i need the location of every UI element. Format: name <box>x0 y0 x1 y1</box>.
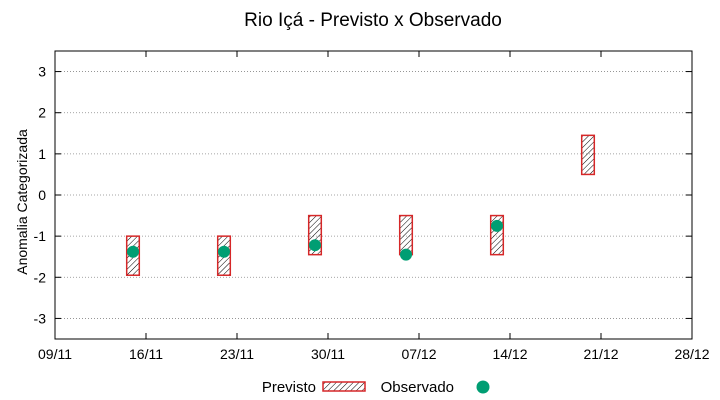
y-axis-label: Anomalia Categorizada <box>14 129 30 275</box>
observed-point-layer <box>127 219 503 261</box>
plot-frame-layer <box>54 50 693 340</box>
legend: Previsto Observado <box>262 379 490 396</box>
legend-label-previsto: Previsto <box>262 379 316 396</box>
y-tick-label: -1 <box>34 228 47 244</box>
x-tick-layer: 09/11 16/11 23/11 30/11 07/12 14/12 21/12 28/12 <box>38 346 710 362</box>
legend-swatch-observado <box>476 380 490 394</box>
x-tick-label: 14/12 <box>492 346 527 362</box>
y-tick-label: 3 <box>38 64 46 80</box>
legend-label-observado: Observado <box>381 379 454 396</box>
chart-title: Rio Içá - Previsto x Observado <box>244 10 502 31</box>
observed-point <box>218 245 230 258</box>
plot-border <box>54 50 693 340</box>
y-tick-label: 1 <box>38 146 46 162</box>
observed-point <box>309 239 321 252</box>
observed-point <box>127 245 139 258</box>
forecast-box <box>580 134 596 176</box>
x-tick-label: 21/12 <box>583 346 618 362</box>
observed-point <box>491 219 503 232</box>
y-tick-label: 2 <box>38 105 46 121</box>
legend-swatch-previsto <box>322 381 366 392</box>
y-tick-layer: -3 -2 -1 0 1 2 3 <box>34 64 47 327</box>
forecast-box-layer <box>125 134 596 276</box>
grid-layer <box>55 71 692 319</box>
x-tick-label: 30/11 <box>311 346 345 362</box>
x-tick-label: 09/11 <box>38 346 72 362</box>
x-tick-label: 23/11 <box>220 346 254 362</box>
y-tick-label: -2 <box>34 269 47 285</box>
x-tick-label: 28/12 <box>674 346 709 362</box>
observed-point <box>400 248 412 261</box>
x-tick-label: 16/11 <box>129 346 163 362</box>
x-tick-label: 07/12 <box>401 346 436 362</box>
y-tick-label: -3 <box>34 310 47 326</box>
y-tick-label: 0 <box>38 187 46 203</box>
